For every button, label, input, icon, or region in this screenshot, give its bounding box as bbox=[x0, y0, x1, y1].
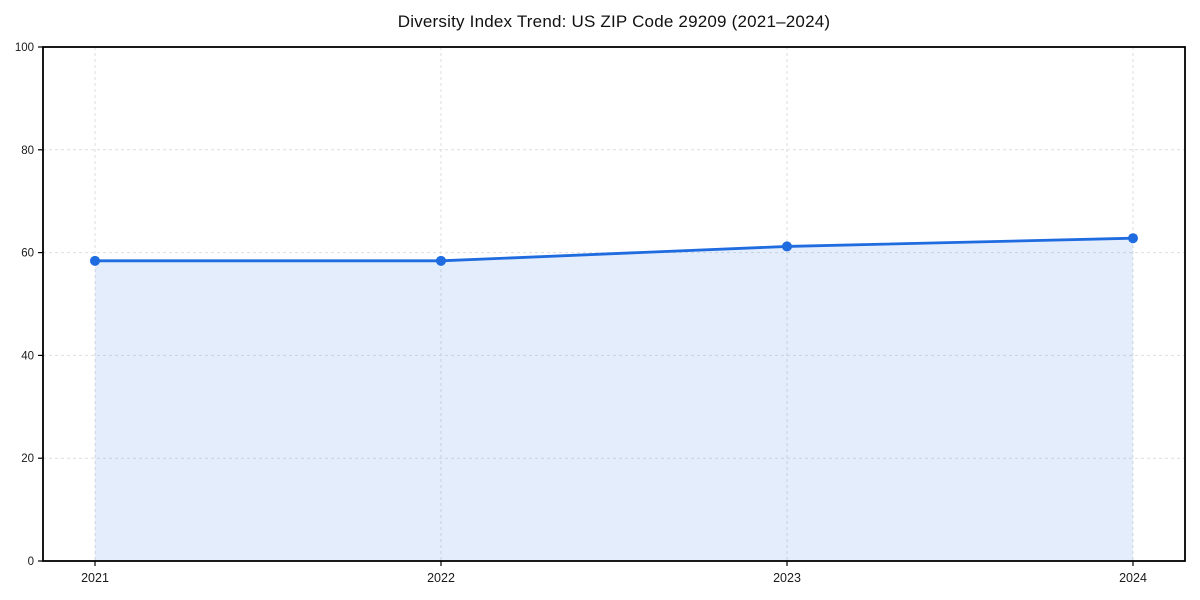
y-tick-label: 0 bbox=[28, 556, 34, 568]
area-fill bbox=[95, 238, 1133, 561]
data-point-2024 bbox=[1128, 233, 1138, 244]
plot-border bbox=[42, 46, 1186, 562]
data-point-2023 bbox=[782, 241, 792, 252]
x-axis: 2021 2022 2023 2024 bbox=[81, 561, 1147, 585]
x-tick-label: 2022 bbox=[427, 571, 455, 585]
data-point-2021 bbox=[90, 255, 100, 266]
y-tick-label: 80 bbox=[21, 145, 34, 157]
trend-line bbox=[93, 236, 1135, 263]
y-axis: 0 20 40 60 80 100 bbox=[15, 42, 43, 568]
y-tick-label: 20 bbox=[21, 453, 34, 465]
y-tick-label: 100 bbox=[15, 42, 34, 54]
x-tick-label: 2024 bbox=[1119, 571, 1147, 585]
data-points bbox=[90, 233, 1138, 266]
data-point-2022 bbox=[436, 255, 446, 266]
y-tick-label: 60 bbox=[21, 248, 34, 260]
x-tick-label: 2021 bbox=[81, 571, 109, 585]
chart-title: Diversity Index Trend: US ZIP Code 29209… bbox=[397, 12, 831, 31]
x-tick-label: 2023 bbox=[773, 571, 801, 585]
y-tick-label: 40 bbox=[21, 350, 34, 362]
